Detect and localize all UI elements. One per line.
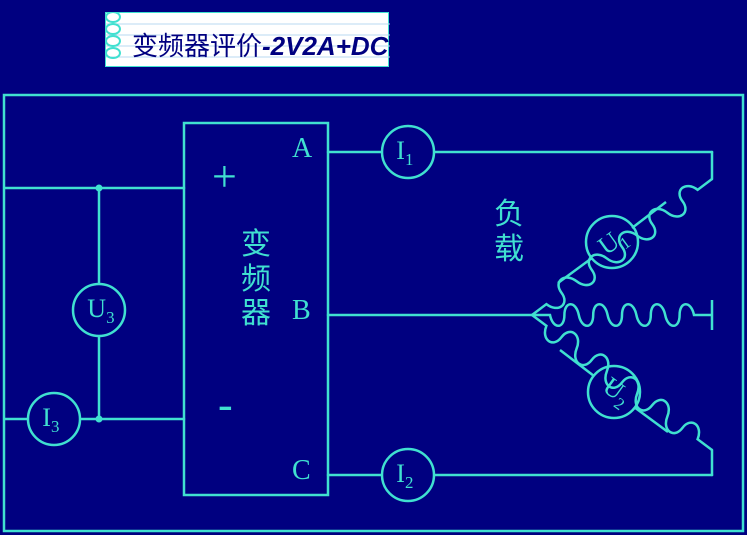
terminal-a-label: A (292, 133, 312, 165)
dc-plus: + (212, 151, 237, 202)
inverter-label: 变频器 (241, 228, 271, 332)
dc-minus: - (218, 379, 233, 430)
terminal-c-label: C (292, 455, 311, 487)
title-card: 变频器评价-2V2A+DC (105, 12, 389, 67)
meter-u3-label: U3 (87, 294, 114, 328)
title-main: 变频器评价 (132, 32, 262, 61)
load-label: 负载 (494, 198, 524, 267)
terminal-b-label: B (292, 295, 311, 327)
meter-i3-label: I3 (42, 403, 59, 437)
meter-i1-label: I1 (396, 136, 413, 170)
title-suffix: -2V2A+DC (262, 31, 388, 61)
meter-i2-label: I2 (396, 459, 413, 493)
diagram-svg (0, 0, 747, 535)
title-text: 变频器评价-2V2A+DC (132, 26, 388, 63)
